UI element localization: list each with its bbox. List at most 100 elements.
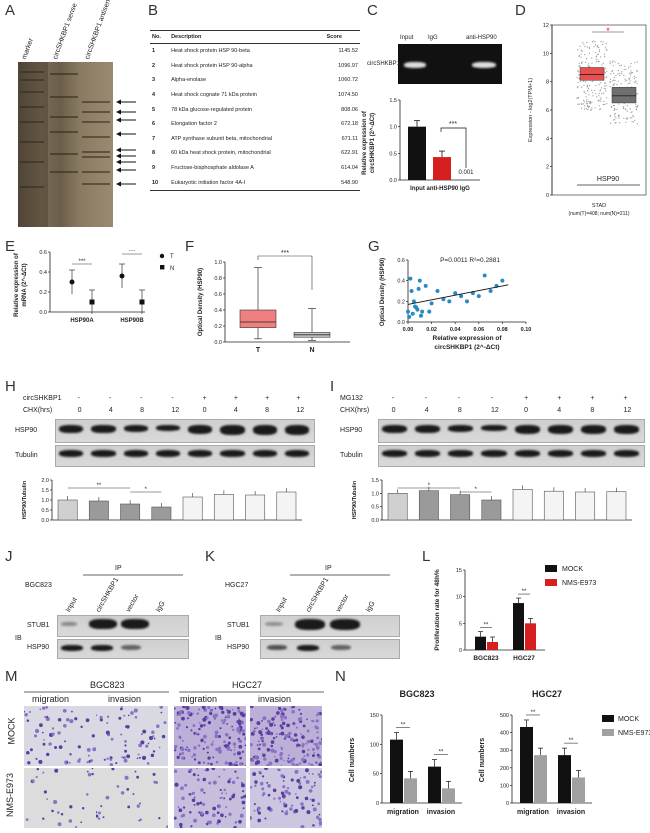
cell-dot: [232, 742, 237, 746]
cell-dot: [188, 792, 192, 796]
d-point: [588, 63, 590, 65]
cell-dot: [134, 715, 138, 719]
cell-dot: [303, 775, 307, 779]
d-point: [588, 106, 590, 108]
cell-dot: [179, 753, 181, 756]
l-sig: **: [484, 623, 489, 629]
wb-band: [155, 450, 180, 457]
j-band: [121, 619, 149, 629]
cell-dot: [174, 816, 177, 820]
cell-dot: [89, 759, 93, 763]
cell-no: 1: [152, 48, 156, 55]
g-stat: P=0.0011 R²=0.2881: [440, 257, 500, 264]
d-point: [580, 56, 582, 58]
cell-dot: [244, 736, 246, 741]
cell-dot: [199, 801, 203, 805]
cell-dot: [122, 756, 126, 760]
cell-dot: [24, 712, 28, 717]
c-y-tick-label: 1.5: [389, 98, 397, 104]
d-point: [614, 79, 616, 81]
d-point: [588, 46, 591, 48]
e-point-t: [69, 279, 75, 285]
cell-dot: [136, 775, 140, 779]
cell-dot: [111, 768, 115, 771]
e-point-n: [89, 299, 95, 305]
d-point: [636, 61, 639, 63]
cell-dot: [280, 731, 285, 736]
cell-dot: [311, 747, 315, 751]
d-point: [637, 104, 639, 106]
cell-dot: [227, 779, 231, 784]
cell-dot: [81, 806, 85, 810]
cell-dot: [179, 737, 182, 739]
cell-dot: [279, 714, 285, 719]
d-point: [629, 65, 631, 67]
d-point: [599, 108, 601, 111]
cell-dot: [71, 710, 73, 713]
d-point: [634, 61, 636, 64]
d-point: [625, 109, 627, 111]
panel-label-e: E: [5, 238, 16, 255]
f-y-tick-label: 0.2: [214, 324, 222, 330]
table-row: 6 Elongation factor 2 672.18: [150, 117, 360, 132]
cell-dot: [134, 770, 137, 773]
d-point: [616, 83, 618, 86]
cell-dot: [25, 818, 29, 822]
cell-dot: [212, 806, 217, 811]
e-x-label: HSP90B: [120, 318, 144, 324]
cell-dot: [308, 772, 311, 775]
cell-dot: [66, 761, 69, 764]
cell-dot: [51, 732, 55, 736]
d-point: [577, 74, 580, 76]
cell-score: 1074.50: [338, 92, 358, 99]
wb-band: [580, 425, 606, 434]
d-point: [588, 100, 590, 102]
cell-dot: [207, 756, 211, 760]
cell-dot: [239, 756, 242, 760]
cell-dot: [42, 742, 46, 746]
cell-dot: [180, 786, 184, 791]
wb-band: [188, 450, 213, 457]
d-point: [583, 99, 585, 101]
cell-dot: [42, 771, 45, 774]
cell-dot: [318, 817, 322, 822]
cell-dot: [264, 817, 267, 820]
h-ylabel: HSP90/Tubulin: [22, 480, 28, 519]
lane-label-marker: marker: [21, 37, 36, 61]
cell-dot: [267, 793, 271, 797]
cell-dot: [234, 821, 238, 824]
cell-dot: [60, 813, 64, 816]
cell-score: 671.11: [341, 135, 358, 142]
d-point: [584, 81, 587, 83]
cell-dot: [231, 708, 234, 711]
d-point: [618, 103, 620, 105]
e-point-n: [139, 299, 145, 305]
d-point: [583, 91, 585, 94]
cell-dot: [102, 816, 105, 819]
cell-dot: [290, 761, 293, 763]
i-row1-value: +: [557, 395, 562, 402]
cell-dot: [207, 706, 211, 709]
d-point: [578, 55, 581, 57]
cell-dot: [182, 806, 186, 809]
g-x-tick-label: 0.10: [521, 327, 532, 333]
d-point: [598, 84, 600, 86]
rip-band-input: [404, 62, 426, 68]
col-header-score: Score: [324, 30, 360, 44]
cell-dot: [313, 751, 316, 754]
cell-dot: [181, 751, 185, 755]
cell-dot: [97, 817, 101, 820]
wb-band: [415, 425, 441, 433]
d-point: [605, 97, 608, 99]
d-point: [613, 104, 615, 107]
cell-dot: [300, 802, 304, 806]
cell-dot: [241, 800, 246, 805]
d-point: [615, 117, 617, 119]
d-point: [598, 50, 600, 53]
wb-band: [613, 425, 639, 434]
n0-bar: [428, 766, 441, 803]
h-row1-label: circSHKBP1: [23, 395, 62, 402]
d-point: [603, 87, 605, 89]
cell-dot: [318, 741, 322, 746]
g-point: [416, 286, 421, 291]
